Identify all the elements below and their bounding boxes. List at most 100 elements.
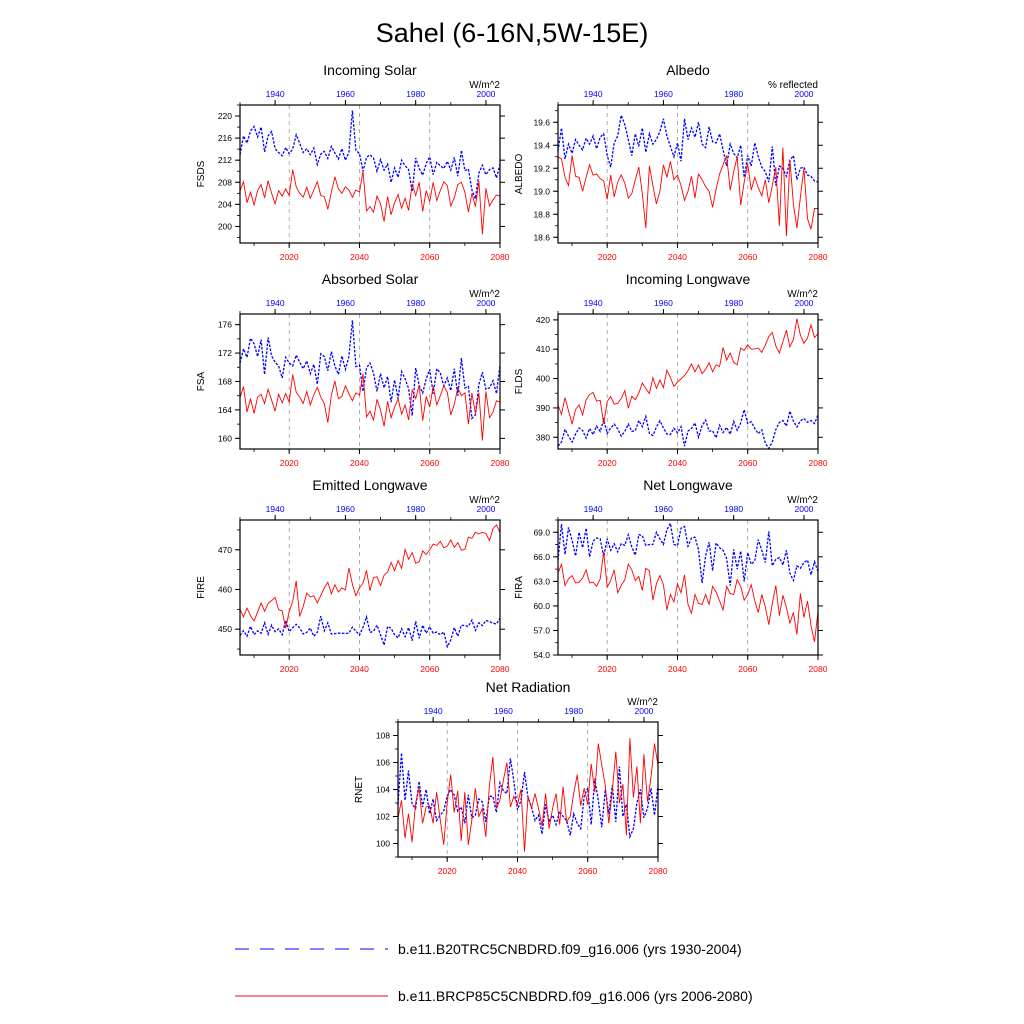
x-top-tick-label: 1940 [266, 504, 285, 514]
y-axis-label: FIRE [196, 576, 207, 599]
x-bottom-tick-label: 2020 [280, 252, 299, 262]
y-tick-label: 470 [218, 545, 232, 555]
x-top-tick-label: 1940 [584, 89, 603, 99]
x-bottom-tick-label: 2080 [649, 866, 668, 876]
x-top-tick-label: 2000 [794, 298, 813, 308]
x-top-tick-label: 1960 [336, 89, 355, 99]
x-bottom-tick-label: 2080 [491, 664, 510, 674]
y-axis-label: FSDS [196, 160, 207, 187]
x-bottom-tick-label: 2060 [420, 664, 439, 674]
y-tick-label: 54.0 [533, 650, 550, 660]
y-tick-label: 108 [376, 731, 390, 741]
x-bottom-tick-label: 2060 [578, 866, 597, 876]
x-bottom-tick-label: 2040 [668, 252, 687, 262]
x-top-tick-label: 1940 [584, 298, 603, 308]
x-top-tick-label: 1940 [584, 504, 603, 514]
legend-label: b.e11.B20TRC5CNBDRD.f09_g16.006 (yrs 193… [398, 941, 742, 957]
y-tick-label: 60.0 [533, 601, 550, 611]
y-tick-label: 380 [536, 432, 550, 442]
series-line-historical [557, 521, 819, 586]
y-axis-label: FLDS [514, 368, 525, 394]
x-top-tick-label: 2000 [634, 706, 653, 716]
units-label: W/m^2 [627, 697, 658, 708]
y-tick-label: 100 [376, 839, 390, 849]
plot-frame [557, 519, 819, 656]
y-tick-label: 216 [218, 133, 232, 143]
panel-flds: 380 390 400 410 420 2020 2040 2060 2080 1940 1960 1… [514, 271, 828, 468]
x-top-tick-label: 1980 [406, 504, 425, 514]
units-label: W/m^2 [469, 289, 500, 300]
y-tick-label: 164 [218, 405, 232, 415]
y-tick-label: 160 [218, 433, 232, 443]
x-top-tick-label: 1960 [654, 504, 673, 514]
y-tick-label: 200 [218, 221, 232, 231]
y-tick-label: 390 [536, 403, 550, 413]
y-tick-label: 220 [218, 111, 232, 121]
x-top-tick-label: 1940 [424, 706, 443, 716]
panel-albedo: 18.6 18.8 19.0 19.2 19.4 19.6 2020 2040 2060 2080… [514, 62, 828, 262]
x-bottom-tick-label: 2020 [280, 458, 299, 468]
y-tick-label: 19.2 [533, 163, 550, 173]
y-tick-label: 460 [218, 584, 232, 594]
figure-title: Sahel (6-16N,5W-15E) [376, 18, 649, 48]
series-line-future [557, 147, 818, 237]
panel-fsa: 160 164 168 172 176 2020 2040 2060 2080 1940 1960 1… [196, 271, 510, 468]
x-bottom-tick-label: 2020 [598, 458, 617, 468]
panel-fire: 450 460 470 2020 2040 2060 2080 1940 1960 1980 200… [196, 477, 510, 674]
panel-title: Net Radiation [486, 679, 571, 695]
y-tick-label: 168 [218, 377, 232, 387]
x-top-tick-label: 1940 [266, 298, 285, 308]
plot-frame [397, 721, 659, 858]
plot-frame [239, 313, 501, 450]
y-tick-label: 212 [218, 155, 232, 165]
y-tick-label: 18.8 [533, 209, 550, 219]
legend: b.e11.B20TRC5CNBDRD.f09_g16.006 (yrs 193… [235, 941, 753, 1004]
series-line-future [397, 738, 659, 852]
x-bottom-tick-label: 2020 [438, 866, 457, 876]
x-bottom-tick-label: 2080 [491, 252, 510, 262]
x-top-tick-label: 1960 [336, 504, 355, 514]
x-top-tick-label: 2000 [476, 298, 495, 308]
x-top-tick-label: 1960 [336, 298, 355, 308]
x-bottom-tick-label: 2020 [280, 664, 299, 674]
panels: 200 204 208 212 216 220 2020 2040 2060 2080 1940 19… [196, 62, 828, 876]
y-tick-label: 172 [218, 348, 232, 358]
units-label: W/m^2 [469, 80, 500, 91]
series-line-future [239, 523, 501, 629]
x-top-tick-label: 1960 [654, 89, 673, 99]
x-bottom-tick-label: 2060 [738, 664, 757, 674]
series-line-historical [239, 614, 501, 649]
x-bottom-tick-label: 2060 [738, 458, 757, 468]
x-top-tick-label: 2000 [476, 504, 495, 514]
y-tick-label: 102 [376, 812, 390, 822]
panel-title: Incoming Longwave [626, 271, 751, 287]
series-line-historical [557, 407, 819, 450]
y-tick-label: 400 [536, 374, 550, 384]
series-line-future [557, 551, 819, 642]
series-line-future [239, 169, 501, 235]
panel-title: Net Longwave [643, 477, 733, 493]
y-tick-label: 19.4 [533, 140, 550, 150]
y-tick-label: 104 [376, 785, 390, 795]
y-tick-label: 19.6 [533, 117, 550, 127]
legend-label: b.e11.BRCP85C5CNBDRD.f09_g16.006 (yrs 20… [398, 988, 753, 1004]
x-top-tick-label: 1980 [406, 89, 425, 99]
y-axis-label: RNET [354, 776, 365, 803]
units-label: % reflected [768, 80, 818, 91]
y-tick-label: 69.0 [533, 527, 550, 537]
x-top-tick-label: 1980 [724, 504, 743, 514]
x-bottom-tick-label: 2080 [491, 458, 510, 468]
panel-fira: 54.0 57.0 60.0 63.0 66.0 69.0 2020 2040 2060 2080… [514, 477, 828, 674]
series-line-future [557, 318, 819, 425]
panel-fsds: 200 204 208 212 216 220 2020 2040 2060 2080 1940 19… [196, 62, 510, 262]
series-line-future [239, 373, 501, 441]
series-line-historical [239, 110, 501, 202]
x-bottom-tick-label: 2040 [350, 664, 369, 674]
x-top-tick-label: 2000 [794, 504, 813, 514]
y-tick-label: 18.6 [533, 232, 550, 242]
series-line-historical [557, 112, 819, 186]
panel-title: Absorbed Solar [322, 271, 419, 287]
y-tick-label: 57.0 [533, 625, 550, 635]
y-tick-label: 66.0 [533, 552, 550, 562]
